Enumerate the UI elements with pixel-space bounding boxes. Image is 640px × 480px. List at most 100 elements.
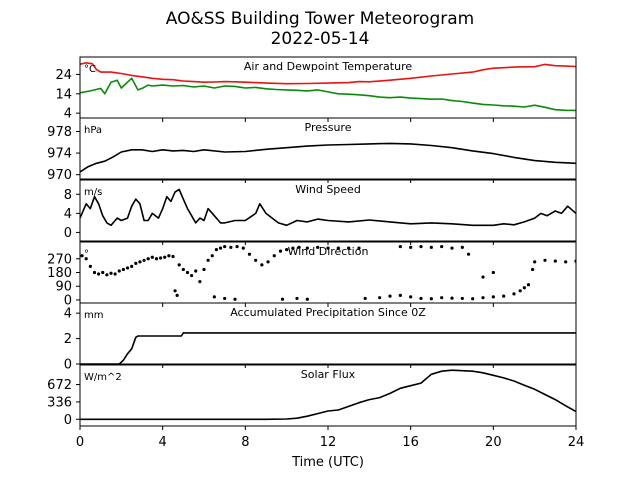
- y-tick-label: 4: [64, 207, 72, 222]
- data-point: [316, 245, 320, 249]
- data-point: [223, 296, 227, 301]
- data-point: [159, 256, 163, 260]
- data-point: [177, 263, 181, 267]
- data-point: [398, 244, 402, 249]
- data-point: [409, 245, 413, 249]
- data-point: [502, 294, 506, 298]
- panel-5: 0 2 4 Accumulated Precipitation Since 0Z mm: [64, 302, 577, 373]
- data-point: [291, 246, 295, 250]
- x-axis: 0 4 8 12 16 20 24: [76, 435, 584, 450]
- panel-title: Pressure: [305, 121, 352, 134]
- series-line-2: [80, 77, 576, 112]
- panel-unit: hPa: [84, 125, 102, 136]
- series-line-1: [80, 332, 576, 364]
- data-point: [181, 267, 185, 272]
- x-tick-label: 4: [159, 435, 167, 450]
- x-tick-label: 12: [320, 435, 337, 450]
- panel-title: Wind Speed: [295, 183, 361, 196]
- data-point: [214, 248, 218, 252]
- data-point: [481, 296, 485, 300]
- data-point: [347, 246, 351, 250]
- data-point: [357, 246, 361, 250]
- panel-6: 0 336 672 Solar Flux W/m^2: [47, 364, 577, 430]
- data-point: [113, 272, 117, 276]
- x-tick-label: 24: [568, 435, 585, 450]
- x-tick-label: 8: [241, 435, 249, 450]
- data-point: [278, 249, 283, 253]
- x-tick-label: 16: [402, 435, 419, 450]
- data-point: [266, 260, 270, 264]
- data-point: [194, 269, 198, 273]
- data-point: [466, 252, 471, 256]
- data-point: [202, 267, 206, 272]
- x-tick-label: 0: [76, 435, 84, 450]
- data-point: [440, 244, 444, 249]
- data-point: [531, 267, 535, 272]
- data-point: [543, 258, 547, 262]
- data-point: [533, 260, 537, 264]
- data-point: [190, 273, 194, 278]
- data-point: [247, 252, 252, 256]
- data-point: [233, 297, 237, 301]
- data-point: [378, 296, 382, 300]
- data-point: [80, 254, 84, 258]
- y-tick-label: 0: [64, 358, 72, 373]
- data-point: [450, 246, 454, 250]
- x-axis-label: Time (UTC): [291, 455, 364, 470]
- y-tick-label: 0: [64, 293, 72, 308]
- data-point: [154, 257, 159, 261]
- data-point: [105, 273, 109, 277]
- y-tick-label: 0: [64, 413, 72, 428]
- data-point: [121, 267, 125, 272]
- y-tick-label: 4: [64, 107, 72, 122]
- y-tick-label: 0: [64, 226, 72, 241]
- data-point: [254, 258, 258, 262]
- data-point: [117, 269, 121, 273]
- data-point: [260, 263, 264, 267]
- y-tick-label: 8: [64, 188, 72, 203]
- data-point: [130, 264, 134, 268]
- data-point: [450, 296, 454, 300]
- y-tick-label: 2: [64, 332, 72, 347]
- panel-unit: m/s: [84, 187, 102, 198]
- data-point: [305, 297, 309, 301]
- y-tick-label: 978: [47, 125, 72, 140]
- series-line-1: [80, 188, 576, 227]
- panel-1: 4 14 24 Air and Dewpoint Temperature °C: [55, 56, 577, 122]
- series-line-1: [80, 62, 576, 85]
- data-point: [218, 246, 223, 250]
- data-point: [146, 257, 150, 261]
- data-point: [564, 260, 568, 264]
- data-point: [212, 295, 216, 299]
- data-point: [206, 258, 210, 262]
- figure-subtitle: 2022-05-14: [271, 29, 370, 49]
- panel-title: Air and Dewpoint Temperature: [244, 60, 412, 73]
- data-point: [460, 296, 464, 301]
- data-point: [522, 286, 526, 290]
- data-point: [125, 266, 130, 270]
- data-point: [460, 245, 464, 249]
- data-point: [336, 246, 340, 250]
- data-point: [481, 275, 485, 279]
- data-point: [138, 260, 142, 264]
- panel-unit: W/m^2: [84, 372, 122, 383]
- data-point: [223, 244, 227, 249]
- panel-unit: °: [84, 249, 89, 260]
- y-tick-label: 24: [55, 68, 72, 83]
- y-tick-label: 4: [64, 307, 72, 322]
- data-point: [440, 296, 444, 300]
- data-point: [305, 246, 309, 250]
- data-point: [285, 248, 289, 252]
- panel-title: Wind Direction: [288, 245, 369, 258]
- panel-title: Solar Flux: [301, 368, 356, 381]
- series-line-1: [80, 142, 576, 173]
- data-point: [163, 255, 167, 259]
- panel-2: 970 974 978 Pressure hPa: [47, 117, 577, 183]
- data-point: [241, 246, 245, 250]
- x-tick-label: 20: [485, 435, 502, 450]
- series-line-1: [80, 369, 576, 421]
- y-tick-label: 180: [47, 266, 72, 281]
